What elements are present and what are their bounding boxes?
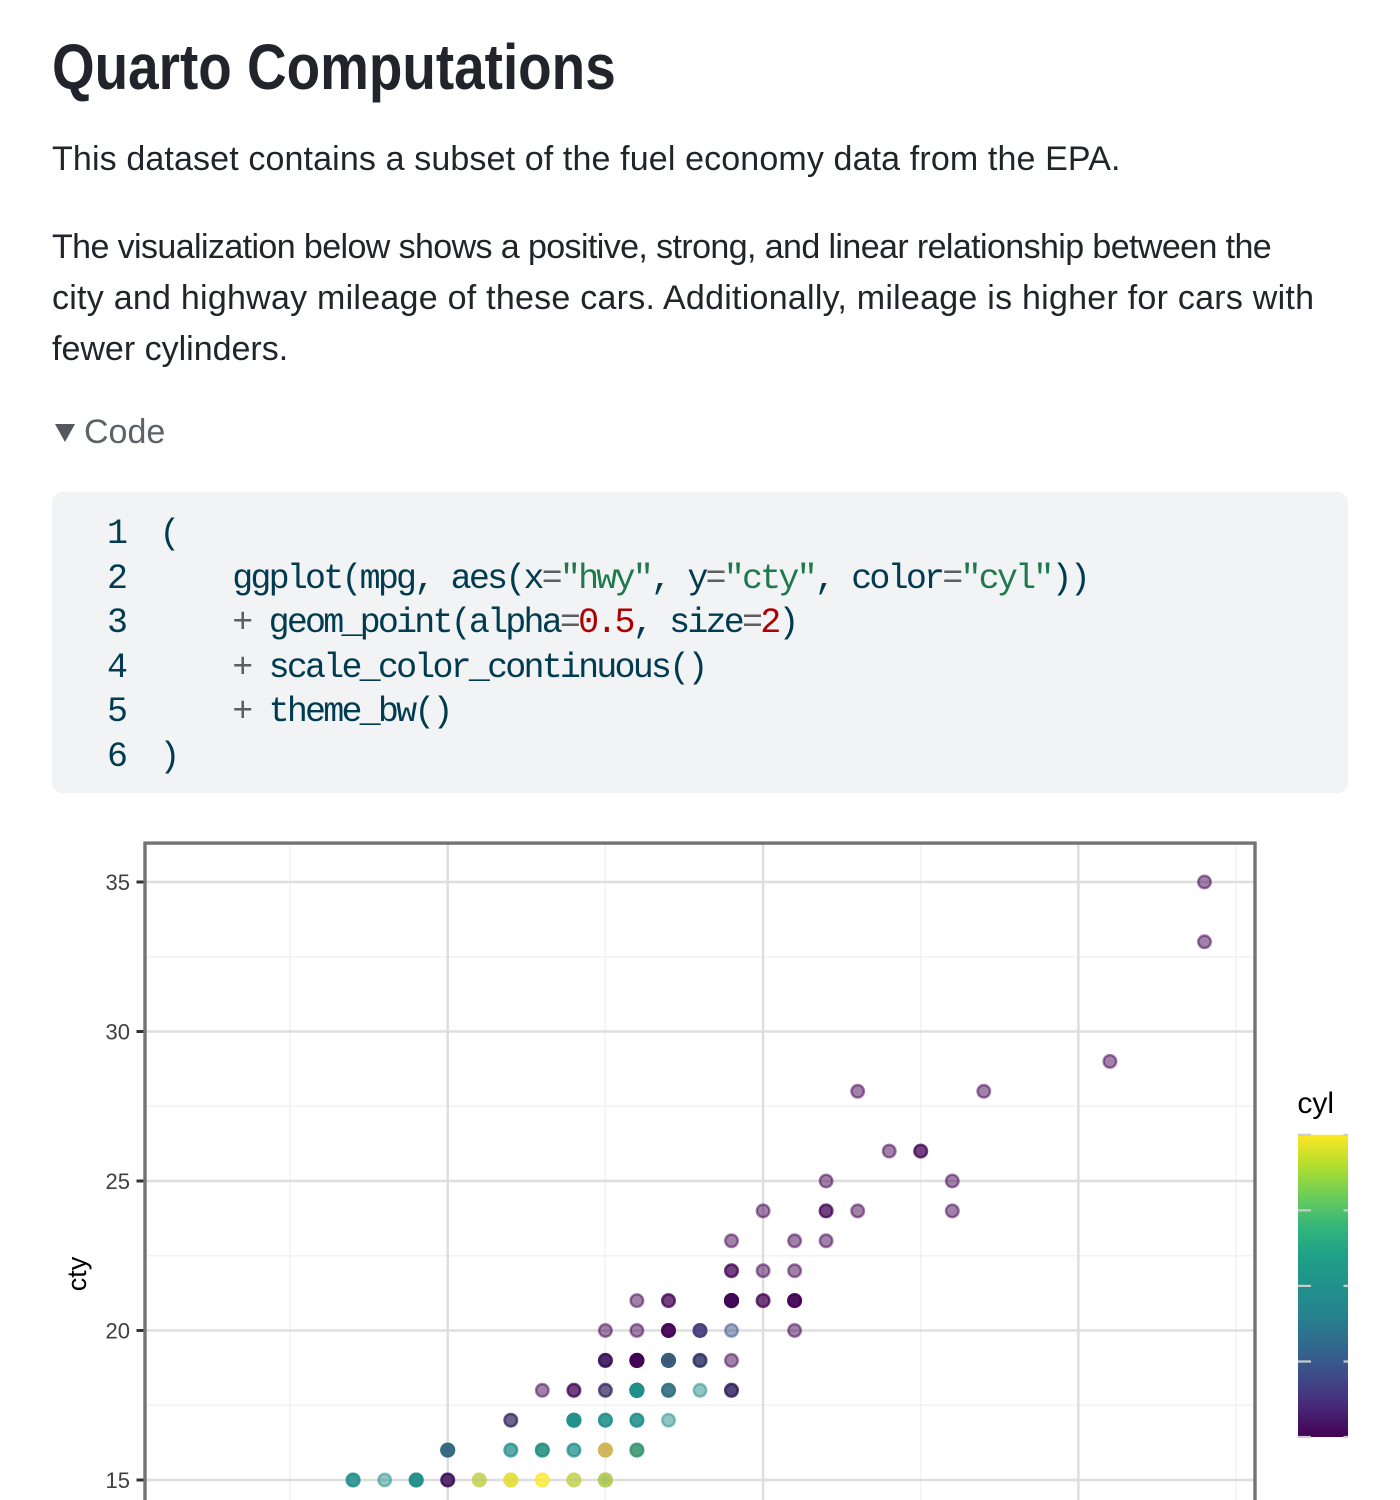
svg-text:cty: cty <box>62 1256 92 1291</box>
svg-text:30: 30 <box>106 1020 130 1045</box>
svg-text:15: 15 <box>106 1468 130 1493</box>
svg-text:35: 35 <box>106 870 130 895</box>
svg-text:20: 20 <box>106 1319 130 1344</box>
svg-text:cyl: cyl <box>1297 1087 1334 1120</box>
svg-text:25: 25 <box>106 1169 130 1194</box>
